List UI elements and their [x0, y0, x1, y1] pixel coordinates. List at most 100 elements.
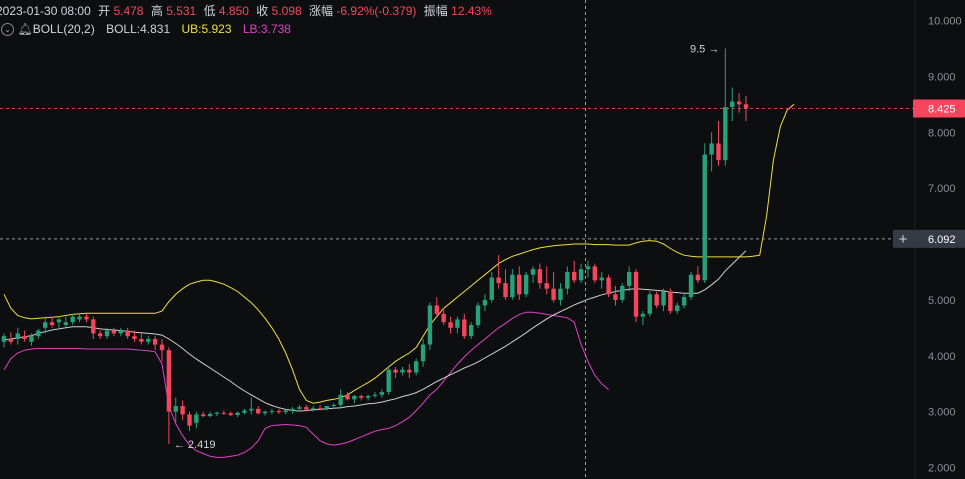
candle-body — [647, 294, 652, 314]
close-label: 收 — [256, 4, 269, 18]
candle-body — [276, 411, 281, 413]
candle-body — [537, 269, 543, 284]
boll-label: BOLL: — [106, 22, 141, 36]
candle-body — [173, 406, 178, 412]
amplitude-value: 12.43% — [451, 4, 492, 18]
candle-body — [599, 277, 604, 281]
candle-body — [640, 313, 646, 317]
close-value: 5.098 — [271, 4, 302, 18]
low-value: 4.850 — [218, 4, 249, 18]
candle-body — [345, 394, 350, 400]
ub-value: 5.923 — [201, 22, 232, 36]
candle-body — [654, 294, 659, 306]
candle-body — [304, 407, 309, 410]
candle-body — [434, 305, 440, 314]
candle-body — [159, 344, 165, 351]
candle-body — [503, 283, 508, 298]
candle-body — [530, 269, 536, 275]
candle-body — [730, 101, 735, 108]
bell-icon[interactable]: 🔔︎ — [17, 22, 33, 36]
candle-body — [139, 338, 144, 342]
candle-body — [84, 316, 89, 320]
indicator-name[interactable]: BOLL(20,2) — [32, 22, 95, 36]
candle-body — [613, 294, 618, 300]
candle-body — [146, 338, 151, 342]
candle-body — [228, 413, 233, 415]
candle-body — [695, 274, 701, 281]
candle-body — [97, 333, 103, 337]
candle-body — [517, 274, 522, 295]
candle-body — [118, 330, 123, 334]
crosshair-price-tag — [913, 229, 965, 248]
candle-body — [269, 411, 275, 413]
y-tick-label: 10.000 — [928, 16, 962, 28]
candle-body — [207, 413, 213, 417]
candle-body — [633, 271, 639, 317]
candle-body — [681, 297, 687, 306]
y-tick-label: 7.000 — [928, 183, 956, 195]
candle-body — [331, 404, 336, 407]
candle-body — [63, 322, 69, 326]
low-label: 低 — [203, 4, 216, 18]
candle-body — [455, 319, 460, 328]
candle-body — [125, 330, 130, 337]
candle-body — [221, 412, 227, 414]
ub-label: UB: — [181, 22, 202, 36]
candle-body — [365, 395, 371, 398]
candle-body — [468, 325, 474, 337]
candle-body — [194, 414, 199, 423]
candle-body — [620, 285, 625, 300]
candle-body — [372, 394, 378, 396]
y-tick-label: 3.000 — [928, 407, 956, 419]
boll-lower-band — [3, 311, 609, 458]
y-tick-label: 9.000 — [928, 71, 956, 83]
high-label: 高 — [150, 4, 163, 18]
candle-body — [482, 299, 488, 306]
candle-body — [606, 277, 611, 295]
candle-body — [310, 408, 316, 410]
candle-body — [132, 336, 137, 339]
candle-body — [29, 336, 34, 342]
amplitude-label: 振幅 — [423, 4, 448, 18]
candle-body — [578, 269, 584, 281]
candle-body — [475, 305, 481, 326]
lb-label: LB: — [242, 22, 261, 36]
add-alert-button[interactable] — [893, 229, 913, 248]
candle-body — [214, 412, 220, 414]
candle-body — [626, 271, 632, 286]
candle-body — [592, 266, 598, 281]
candle-body — [235, 412, 240, 415]
candle-body — [668, 291, 673, 312]
candle-body — [352, 395, 357, 400]
current-price-tag — [913, 99, 965, 118]
candle-body — [338, 394, 343, 405]
candle-body — [201, 414, 206, 417]
candle-body — [166, 350, 172, 412]
candle-body — [420, 344, 426, 362]
candle-body — [91, 319, 96, 334]
candle-body — [70, 316, 75, 323]
y-tick-label: 2.000 — [928, 463, 956, 475]
candle-body — [441, 313, 446, 323]
chevron-toggle-icon[interactable]: ⌄ — [1, 23, 14, 36]
candle-body — [22, 336, 27, 339]
candle-body — [111, 330, 117, 334]
candle-body — [716, 143, 721, 161]
candle-body — [317, 408, 323, 410]
candle-body — [551, 288, 556, 300]
y-tick-label: 4.000 — [928, 351, 956, 363]
candle-body — [324, 406, 330, 409]
ohlc-header: 2023-01-30 08:00 开 5.478 高 5.531 低 4.850… — [0, 3, 492, 19]
candle-body — [414, 361, 419, 373]
candle-body — [379, 392, 385, 395]
candle-body — [290, 408, 295, 411]
candle-body — [43, 322, 48, 328]
candle-body — [489, 277, 494, 300]
candle-body — [152, 338, 158, 345]
candle-body — [510, 274, 515, 298]
change-value: -6.92%(-0.379) — [336, 4, 417, 18]
candle-body — [187, 414, 192, 426]
low-annotation: ← 2.419 — [174, 439, 216, 451]
candle-body — [8, 338, 14, 342]
